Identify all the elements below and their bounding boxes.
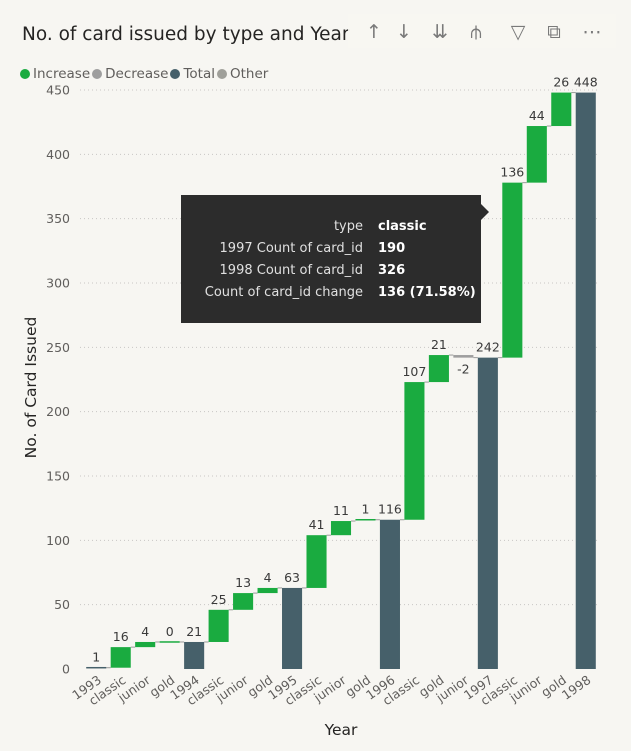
data-label: 242 [476, 340, 500, 355]
expand-next-level-icon[interactable]: ⇊ [432, 21, 448, 43]
data-label: 63 [284, 570, 300, 585]
bar-increase[interactable] [306, 535, 327, 588]
legend-marker-other [216, 69, 227, 79]
y-tick-label: 400 [46, 147, 70, 162]
tooltip-value: classic [378, 219, 427, 234]
data-label: 41 [309, 517, 325, 532]
drill-down-icon[interactable]: ↓ [396, 21, 412, 43]
visual-header-toolbar: ↑ ↓ ⇊ ⫛ ▽ ⧉ ⋯ [348, 14, 616, 48]
tooltip-key: Count of card_id change [204, 285, 363, 300]
filter-icon[interactable]: ▽ [510, 21, 526, 43]
page-scroll-area [622, 0, 631, 751]
bar-increase[interactable] [233, 593, 254, 610]
tooltip-row: 1997 Count of card_id 190 [181, 241, 481, 263]
y-tick-label: 300 [46, 276, 70, 291]
legend-label: Other [229, 66, 269, 82]
y-tick-label: 200 [46, 404, 70, 419]
data-label: 25 [211, 592, 227, 607]
bar-total[interactable] [86, 666, 107, 669]
tooltip-key: type [333, 219, 363, 234]
data-label: 13 [235, 575, 251, 590]
legend-marker-total [170, 69, 181, 79]
tooltip-pointer [481, 204, 489, 220]
bar-increase[interactable] [330, 521, 352, 536]
more-options-icon[interactable]: ⋯ [582, 21, 602, 43]
y-tick-label: 350 [46, 211, 70, 226]
data-label: 26 [553, 75, 569, 90]
legend-item-increase[interactable]: Increase [20, 66, 90, 82]
bar-total[interactable] [477, 357, 498, 669]
tooltip: type classic 1997 Count of card_id 190 1998 … [181, 195, 489, 323]
tooltip-key: 1998 Count of card_id [219, 263, 363, 278]
tooltip-row: 1998 Count of card_id 326 [181, 263, 481, 285]
legend-item-other[interactable]: Other [216, 66, 269, 82]
x-axis-title: Year [324, 721, 358, 739]
bar-increase[interactable] [551, 92, 572, 127]
y-axis-title: No. of Card Issued [22, 317, 40, 459]
y-tick-label: 50 [54, 597, 70, 612]
data-label: 1 [361, 502, 369, 517]
x-tick-label: 1998 [559, 672, 594, 703]
data-label: -2 [457, 362, 469, 377]
data-label: 448 [574, 75, 598, 90]
tooltip-row: Count of card_id change 136 (71.58%) [181, 285, 481, 307]
y-tick-label: 250 [46, 340, 70, 355]
data-label: 0 [166, 624, 174, 639]
bar-increase[interactable] [135, 641, 156, 648]
expand-hierarchy-icon[interactable]: ⫛ [470, 21, 482, 43]
y-tick-label: 0 [62, 662, 70, 677]
drill-up-icon[interactable]: ↑ [366, 21, 382, 43]
legend-marker-decrease [92, 69, 103, 79]
data-label: 4 [264, 570, 272, 585]
legend-marker-increase [20, 69, 30, 79]
bar-total[interactable] [184, 641, 205, 669]
tooltip-value: 326 [378, 263, 406, 278]
data-label: 21 [431, 337, 447, 352]
bar-total[interactable] [379, 519, 400, 669]
focus-mode-icon[interactable]: ⧉ [547, 21, 561, 43]
legend-label: Decrease [105, 66, 169, 82]
bar-increase[interactable] [404, 382, 425, 520]
data-label: 21 [186, 624, 202, 639]
bar-increase[interactable] [159, 641, 180, 643]
bar-decrease[interactable] [453, 355, 474, 358]
waterfall-visual[interactable]: No. of card issued by type and Year Incr… [8, 8, 620, 746]
legend-item-decrease[interactable]: Decrease [92, 66, 168, 82]
data-label: 107 [402, 364, 426, 379]
visual-title: No. of card issued by type and Year [22, 24, 350, 45]
data-label: 16 [113, 629, 129, 644]
bar-increase[interactable] [208, 609, 229, 642]
data-label: 44 [529, 108, 545, 123]
data-label: 116 [378, 502, 402, 517]
y-tick-label: 450 [46, 83, 70, 98]
bar-total[interactable] [282, 587, 303, 669]
tooltip-key: 1997 Count of card_id [219, 241, 363, 256]
data-label: 1 [92, 650, 100, 665]
tooltip-value: 136 (71.58%) [378, 285, 476, 300]
y-tick-label: 150 [46, 469, 70, 484]
data-label: 136 [500, 165, 524, 180]
y-tick-label: 100 [46, 533, 70, 548]
bar-increase[interactable] [428, 355, 449, 383]
bar-total[interactable] [575, 92, 596, 669]
legend-label: Total [183, 66, 215, 82]
data-label: 11 [333, 503, 349, 518]
bar-increase[interactable] [526, 126, 547, 183]
tooltip-value: 190 [378, 241, 406, 256]
bar-increase[interactable] [257, 587, 278, 594]
legend-item-total[interactable]: Total [170, 66, 215, 82]
tooltip-row: type classic [181, 219, 481, 241]
legend-label: Increase [33, 66, 91, 82]
bar-increase[interactable] [502, 182, 523, 358]
bar-increase[interactable] [110, 647, 131, 668]
data-label: 4 [141, 624, 149, 639]
bar-increase[interactable] [355, 518, 376, 521]
chart-legend[interactable]: Increase Decrease Total Other [20, 66, 270, 82]
